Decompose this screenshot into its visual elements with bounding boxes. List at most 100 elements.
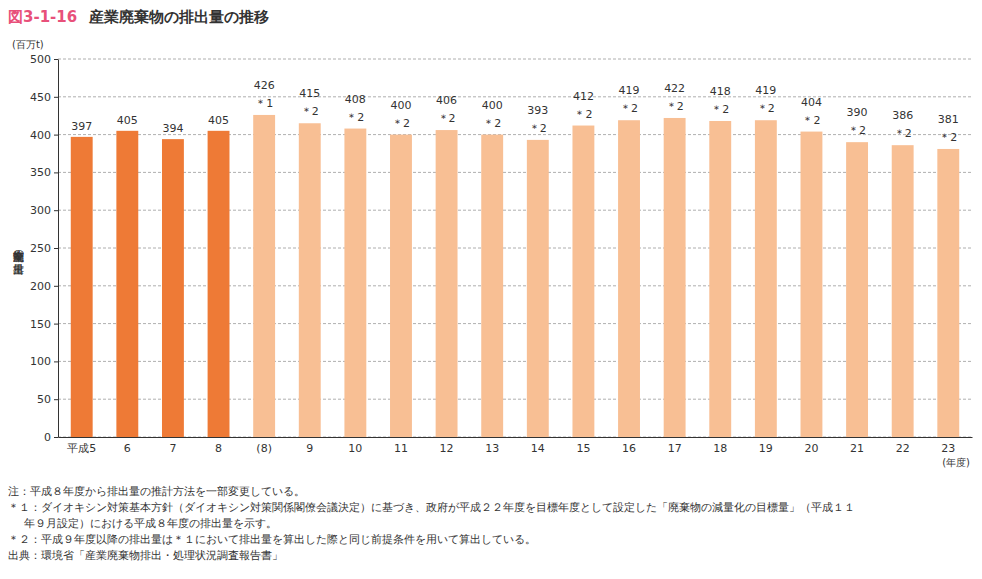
note: 出典：環境省「産業廃棄物排出・処理状況調査報告書」: [8, 549, 283, 562]
y-axis: 050100150200250300350400450500: [30, 53, 59, 444]
bar: [755, 120, 777, 437]
bar: [116, 131, 138, 437]
y-tick-label: 300: [30, 204, 51, 217]
grid-line: [58, 134, 972, 135]
bar: [481, 135, 503, 437]
x-tick: 22: [896, 437, 910, 455]
bar: [801, 132, 823, 437]
y-tick-label: 350: [30, 166, 51, 179]
grid: [58, 59, 972, 437]
x-tick: 17: [668, 437, 682, 455]
x-axis: 平成5678(8)91011121314151617181920212223: [59, 437, 973, 455]
note: 年９月設定）における平成８年度の排出量を示す。: [24, 517, 277, 530]
y-tick-mark: [54, 361, 58, 362]
x-tick-label: 11: [394, 442, 408, 455]
bar: [892, 145, 914, 437]
x-tick: 15: [576, 437, 590, 455]
x-tick: 13: [485, 437, 499, 455]
x-tick-label: 13: [485, 442, 499, 455]
y-tick-label: 400: [30, 129, 51, 142]
x-tick: 23: [941, 437, 955, 455]
x-tick: 7: [169, 437, 176, 455]
y-tick: 150: [30, 318, 58, 331]
grid-line: [58, 210, 972, 211]
y-tick-mark: [54, 399, 58, 400]
grid-line: [58, 399, 972, 400]
bar: [436, 130, 458, 437]
x-tick-label: 6: [124, 442, 131, 455]
data-label: 419: [619, 84, 640, 97]
bar: [299, 123, 321, 437]
data-label: 394: [162, 122, 183, 135]
grid-line: [58, 59, 972, 60]
x-tick-label: 15: [576, 442, 590, 455]
x-tick: 14: [531, 437, 545, 455]
y-tick-mark: [54, 248, 58, 249]
grid-line: [58, 437, 972, 438]
x-tick: 平成5: [67, 437, 96, 455]
x-tick-label: 10: [348, 442, 362, 455]
bar: [208, 131, 230, 437]
y-tick-label: 0: [44, 431, 51, 444]
annotation: ＊2: [392, 117, 410, 130]
annotation: ＊2: [620, 102, 638, 115]
x-tick: 10: [348, 437, 362, 455]
y-axis-line: [58, 60, 59, 438]
title: 産業廃棄物の排出量の推移: [88, 8, 269, 26]
bar: [846, 142, 868, 437]
x-tick-label: 22: [896, 442, 910, 455]
data-label: 400: [390, 99, 411, 112]
x-tick: 11: [394, 437, 408, 455]
x-tick: (8): [256, 437, 272, 455]
grid-line: [58, 361, 972, 362]
y-tick-mark: [54, 97, 58, 98]
x-tick-label: 19: [759, 442, 773, 455]
y-tick-mark: [54, 59, 58, 60]
x-tick: 18: [713, 437, 727, 455]
data-label: 390: [847, 106, 868, 119]
data-label: 386: [892, 109, 913, 122]
y-tick-label: 500: [30, 53, 51, 66]
annotation: ＊2: [438, 112, 456, 125]
y-tick: 200: [30, 280, 58, 293]
x-tick-label: 9: [306, 442, 313, 455]
bar: [937, 149, 959, 437]
data-label: 397: [71, 120, 92, 133]
grid-line: [58, 96, 972, 97]
data-label: 415: [299, 87, 320, 100]
y-tick-label: 450: [30, 91, 51, 104]
y-tick: 100: [30, 355, 58, 368]
data-label: 405: [117, 114, 138, 127]
bar: [162, 139, 184, 437]
bar: [527, 140, 549, 437]
y-tick: 0: [44, 431, 58, 444]
x-tick: 8: [215, 437, 222, 455]
x-tick-label: 16: [622, 442, 636, 455]
annotation: ＊2: [894, 127, 912, 140]
x-axis-line: [59, 437, 973, 438]
annotation: ＊2: [757, 102, 775, 115]
note: 注：平成８年度から排出量の推計方法を一部変更している。: [8, 485, 305, 498]
data-labels: 397405394405426＊1415＊2408＊2400＊2406＊2400…: [71, 79, 959, 144]
x-tick-label: 20: [804, 442, 818, 455]
grid-line: [58, 172, 972, 173]
data-label: 422: [664, 82, 685, 95]
data-label: 404: [801, 96, 822, 109]
y-tick-label: 150: [30, 318, 51, 331]
x-tick-label: 17: [668, 442, 682, 455]
data-label: 426: [254, 79, 275, 92]
x-tick: 6: [124, 437, 131, 455]
annotation: ＊2: [711, 103, 729, 116]
x-tick-label: 7: [169, 442, 176, 455]
bar: [253, 115, 275, 437]
y-tick: 250: [30, 242, 58, 255]
x-tick: 16: [622, 437, 636, 455]
annotation: ＊2: [802, 114, 820, 127]
bar: [664, 118, 686, 437]
y-tick-label: 250: [30, 242, 51, 255]
y-tick: 500: [30, 53, 58, 66]
x-tick-label: (8): [256, 442, 272, 455]
y-tick-mark: [54, 324, 58, 325]
x-tick-label: 14: [531, 442, 545, 455]
y-tick: 450: [30, 91, 58, 104]
